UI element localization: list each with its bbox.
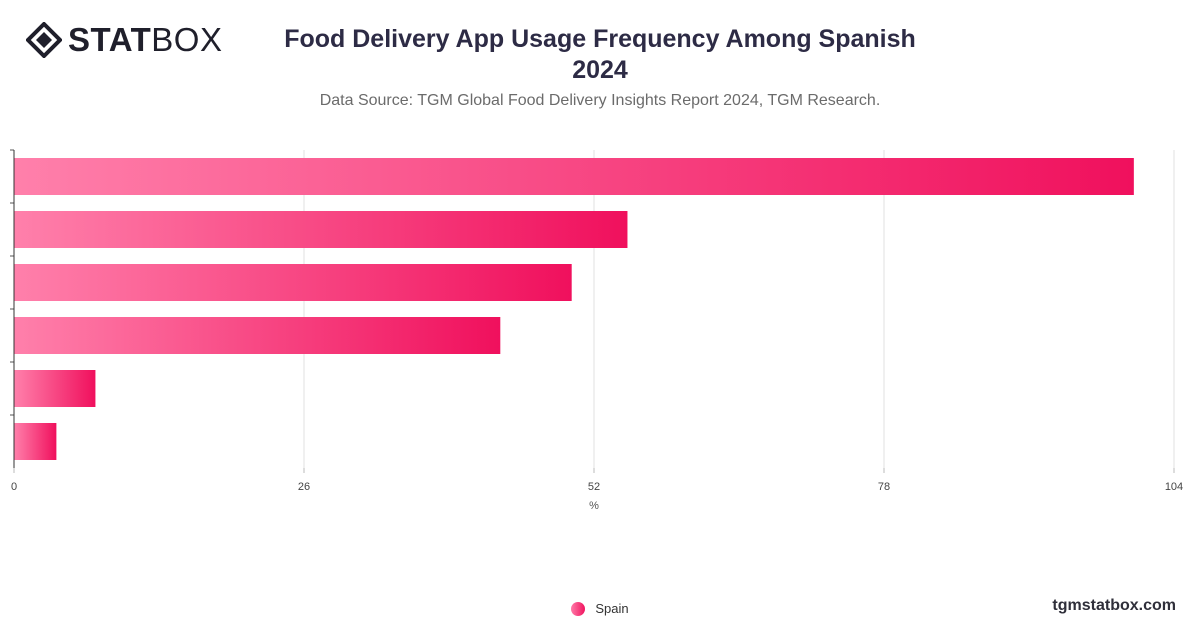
x-axis-title: % [589, 500, 599, 512]
chart-title: Food Delivery App Usage Frequency Among … [250, 24, 950, 86]
x-tick-label: 104 [1165, 481, 1183, 493]
chart-subtitle: Data Source: TGM Global Food Delivery In… [319, 92, 881, 109]
bar [14, 264, 572, 301]
statbox-logo: STATBOX [26, 22, 222, 58]
legend[interactable]: Spain [0, 601, 1200, 616]
bar [14, 423, 57, 460]
chart-title-line-2: 2024 [572, 56, 628, 84]
legend-marker-icon [571, 601, 586, 616]
legend-label-spain: Spain [595, 601, 629, 616]
bar [14, 158, 1134, 195]
bar [14, 317, 501, 354]
bars [14, 158, 1134, 460]
x-tick-label: 26 [298, 481, 310, 493]
logo-wordmark: STATBOX [68, 22, 222, 58]
axes: 0 26 52 78 104% [10, 149, 1183, 512]
grid-lines [303, 150, 1175, 468]
watermark: tgmstatbox.com [1052, 597, 1176, 614]
x-tick-label: 52 [588, 481, 600, 493]
bar [14, 370, 96, 407]
x-tick-label: 0 [11, 481, 17, 493]
x-tick-label: 78 [878, 481, 890, 493]
chart-title-line-1: Food Delivery App Usage Frequency Among … [284, 25, 916, 53]
logo-light-text: BOX [151, 21, 223, 58]
diamond-logo-icon [26, 22, 62, 58]
logo-bold-text: STAT [68, 21, 152, 58]
bar [14, 211, 628, 248]
